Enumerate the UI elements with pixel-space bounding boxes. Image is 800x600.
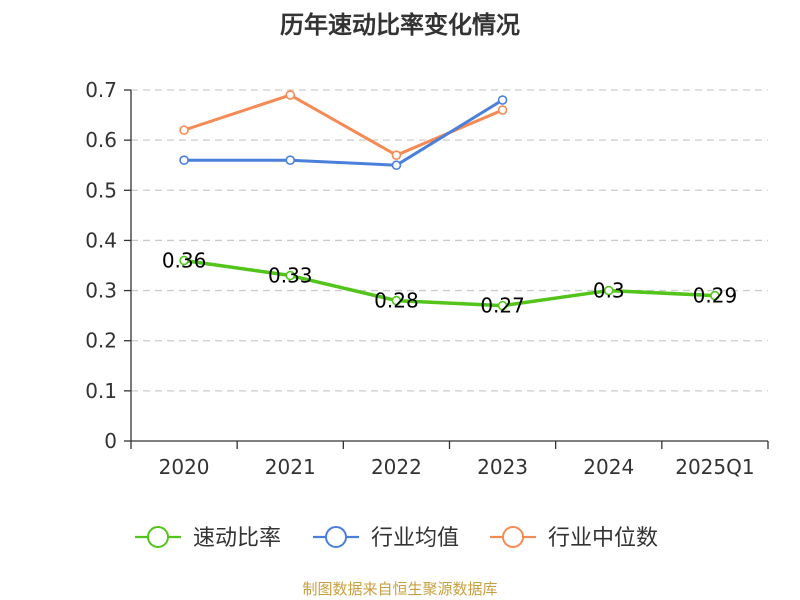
x-tick-label: 2021 (265, 455, 316, 479)
data-label: 0.36 (162, 248, 207, 272)
x-tick-label: 2022 (371, 455, 422, 479)
series-0 (179, 255, 720, 311)
series-line (183, 93, 504, 157)
data-point (179, 155, 189, 165)
series-1 (179, 95, 508, 171)
legend-marker (502, 526, 524, 548)
chart-title: 历年速动比率变化情况 (280, 11, 520, 39)
y-tick-label: 0.5 (85, 178, 117, 202)
data-point (710, 290, 720, 301)
legend-label: 速动比率 (193, 526, 281, 551)
grid (131, 89, 768, 392)
data-point (603, 285, 614, 296)
data-point (497, 95, 508, 105)
data-point (179, 125, 189, 135)
series-line (183, 258, 715, 308)
data-label: 0.3 (593, 279, 625, 303)
data-label: 0.29 (693, 284, 738, 308)
x-tick-label: 2024 (583, 455, 634, 479)
series-line (184, 98, 504, 167)
series-2 (179, 90, 508, 160)
axes: 0 0.1 0.2 0.3 0.4 0.5 0.6 0.7 2020 2021 2022 2023 20… (85, 78, 769, 479)
legend-item[interactable]: 速动比率 (135, 526, 281, 551)
x-tick-label: 2023 (477, 455, 528, 479)
y-tick-label: 0.2 (85, 329, 117, 353)
y-tick-label: 0.4 (85, 228, 117, 252)
legend-marker (147, 526, 169, 548)
data-point (179, 255, 189, 266)
legend-item[interactable]: 行业均值 (313, 526, 459, 551)
data-label: 0.27 (480, 294, 525, 318)
x-tick-label: 2020 (159, 455, 210, 479)
series-layer (179, 90, 720, 311)
legend[interactable]: 速动比率 行业均值 行业中位数 (135, 526, 658, 551)
data-point (391, 295, 402, 306)
legend-label: 行业均值 (371, 526, 459, 551)
data-point (285, 270, 296, 281)
y-tick-label: 0 (104, 429, 117, 453)
data-point (285, 90, 296, 100)
y-tick-label: 0.3 (85, 279, 117, 303)
data-label: 0.33 (268, 264, 313, 288)
data-point (391, 160, 402, 171)
legend-item[interactable]: 行业中位数 (490, 526, 658, 551)
x-tick-label: 2025Q1 (675, 455, 754, 479)
y-tick-label: 0.1 (85, 379, 117, 403)
data-point (391, 150, 402, 160)
y-tick-label: 0.7 (85, 78, 117, 102)
data-labels: 0.36 0.33 0.28 0.27 0.3 0.29 (162, 248, 737, 317)
legend-label: 行业中位数 (548, 526, 658, 551)
legend-marker (325, 526, 347, 548)
y-tick-label: 0.6 (85, 128, 117, 152)
data-point (285, 155, 296, 165)
data-label: 0.28 (374, 289, 419, 313)
source-note: 制图数据来自恒生聚源数据库 (302, 580, 497, 598)
data-point (497, 300, 508, 311)
data-point (497, 105, 508, 115)
